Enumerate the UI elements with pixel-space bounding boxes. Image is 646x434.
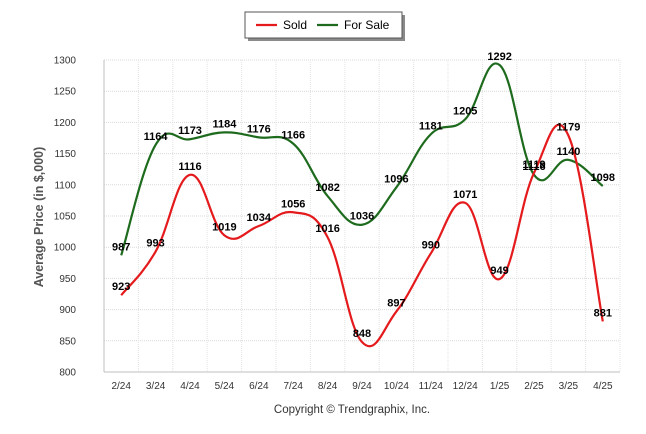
data-label-sold: 1179 — [556, 122, 580, 134]
y-tick-label: 1150 — [54, 149, 76, 160]
data-label-sold: 1056 — [281, 198, 305, 210]
legend-label-for-sale: For Sale — [344, 18, 390, 32]
y-tick-label: 1000 — [54, 243, 77, 254]
data-label-for-sale: 1036 — [350, 211, 374, 223]
y-tick-label: 850 — [59, 336, 76, 347]
legend: Sold For Sale — [244, 11, 405, 41]
x-tick-label: 1/25 — [490, 381, 510, 392]
data-label-for-sale: 1205 — [453, 105, 477, 117]
y-tick-label: 1250 — [54, 87, 77, 98]
data-label-for-sale: 987 — [112, 241, 130, 253]
data-label-sold: 1016 — [315, 223, 339, 235]
x-tick-label: 7/24 — [283, 381, 303, 392]
y-tick-label: 1050 — [54, 212, 77, 223]
x-tick-label: 5/24 — [215, 381, 235, 392]
data-label-for-sale: 1140 — [556, 146, 580, 158]
y-tick-label: 900 — [59, 305, 76, 316]
copyright-text: Copyright © Trendgraphix, Inc. — [274, 404, 430, 416]
y-tick-label: 1200 — [54, 118, 77, 129]
data-labels: 923 993 1116 1019 1034 1056 1016 848 897 990 1071 9… — [112, 51, 615, 340]
y-axis: 800 850 900 950 1000 1050 1100 1150 1200 1250 1300 — [54, 56, 105, 379]
data-label-for-sale: 1184 — [212, 118, 237, 130]
data-label-sold: 1071 — [453, 189, 477, 201]
x-tick-label: 8/24 — [318, 381, 338, 392]
series-lines — [120, 62, 604, 348]
data-label-for-sale: 1166 — [281, 130, 305, 142]
x-tick-label: 12/24 — [453, 381, 478, 392]
y-tick-label: 1100 — [54, 180, 76, 191]
x-tick-label: 9/24 — [352, 381, 372, 392]
data-label-sold: 1019 — [212, 221, 236, 233]
series-line-sold — [120, 123, 604, 348]
y-tick-label: 1300 — [54, 56, 77, 67]
data-label-sold: 897 — [387, 297, 405, 309]
x-tick-label: 3/24 — [146, 381, 166, 392]
data-label-for-sale: 1181 — [419, 120, 443, 132]
x-tick-label: 2/25 — [524, 381, 544, 392]
data-label-sold: 1119 — [522, 159, 545, 171]
x-tick-label: 11/24 — [419, 381, 444, 392]
x-tick-label: 6/24 — [249, 381, 269, 392]
data-label-for-sale: 1082 — [315, 182, 339, 194]
y-axis-title: Average Price (in $,000) — [32, 147, 46, 288]
x-tick-label: 4/25 — [593, 381, 613, 392]
legend-label-sold: Sold — [283, 18, 307, 32]
data-label-sold: 923 — [112, 281, 130, 293]
data-label-sold: 881 — [594, 307, 612, 319]
data-label-for-sale: 1116 — [522, 161, 545, 173]
data-label-for-sale: 1164 — [144, 131, 169, 143]
data-label-for-sale: 1098 — [591, 172, 615, 184]
data-label-for-sale: 1176 — [247, 123, 271, 135]
y-tick-label: 950 — [59, 274, 76, 285]
data-label-sold: 949 — [490, 265, 508, 277]
series-line-for-sale — [120, 62, 604, 256]
data-label-sold: 848 — [353, 328, 371, 340]
data-label-sold: 993 — [146, 238, 164, 250]
x-tick-label: 4/24 — [180, 381, 200, 392]
x-tick-label: 10/24 — [384, 381, 409, 392]
data-label-sold: 1034 — [247, 212, 272, 224]
data-label-for-sale: 1173 — [178, 125, 202, 137]
y-tick-label: 800 — [59, 368, 76, 379]
x-axis: 2/24 3/24 4/24 5/24 6/24 7/24 8/24 9/24 10/24 11/… — [104, 371, 620, 392]
data-label-sold: 1116 — [178, 161, 201, 173]
data-label-for-sale: 1292 — [487, 51, 511, 63]
data-label-for-sale: 1096 — [384, 173, 408, 185]
x-tick-label: 2/24 — [111, 381, 131, 392]
x-tick-label: 3/25 — [559, 381, 579, 392]
data-label-sold: 990 — [422, 239, 440, 251]
